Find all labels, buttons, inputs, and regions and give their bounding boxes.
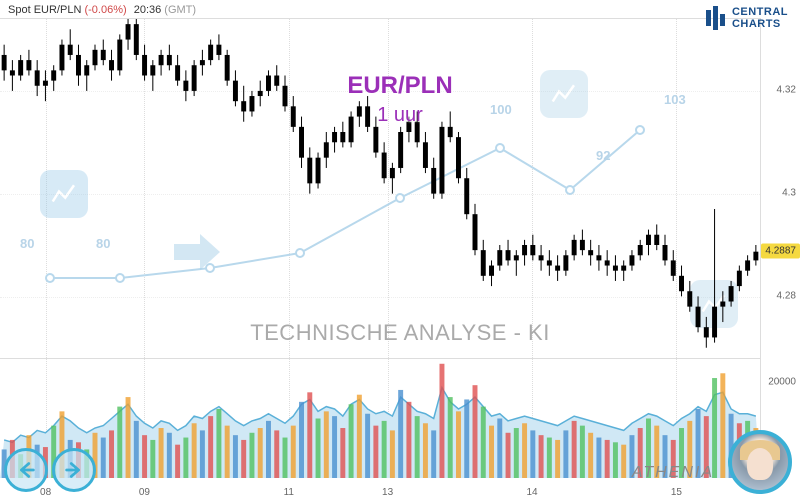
change-pct: (-0.06%) <box>84 4 126 16</box>
logo-line1: CENTRAL <box>732 6 788 18</box>
chart-container: Spot EUR/PLN (-0.06%) 20:36 (GMT) CENTRA… <box>0 0 800 500</box>
logo-text: CENTRAL CHARTS <box>732 6 788 30</box>
athenia-label: ATHENIA <box>632 464 714 482</box>
y-axis: 4.284.34.3220000 4.2887 <box>760 18 800 478</box>
athenia-avatar[interactable] <box>728 430 792 494</box>
arrow-right-icon <box>63 459 85 481</box>
logo-line2: CHARTS <box>732 18 788 30</box>
timezone: (GMT) <box>164 4 196 16</box>
brand-logo: CENTRAL CHARTS <box>706 6 788 30</box>
nav-prev-button[interactable] <box>4 448 48 492</box>
symbol-prefix: Spot <box>8 4 31 16</box>
current-price-tag: 4.2887 <box>761 244 800 259</box>
logo-icon <box>706 6 726 30</box>
price-chart[interactable] <box>0 18 760 358</box>
nav-next-button[interactable] <box>52 448 96 492</box>
nav-buttons <box>4 448 96 492</box>
header-bar: Spot EUR/PLN (-0.06%) 20:36 (GMT) <box>8 4 196 16</box>
symbol: EUR/PLN <box>34 4 82 16</box>
volume-chart[interactable] <box>0 358 760 478</box>
arrow-left-icon <box>15 459 37 481</box>
x-axis: 080911131415 <box>0 484 760 500</box>
timestamp: 20:36 <box>134 4 162 16</box>
